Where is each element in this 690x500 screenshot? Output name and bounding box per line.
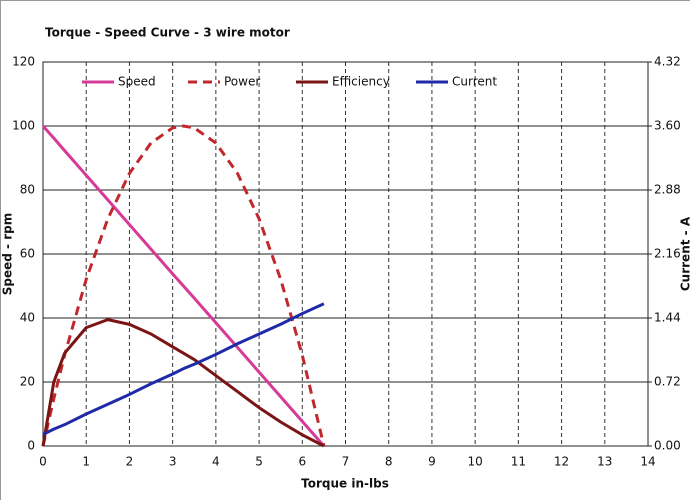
y2-tick-label: 0.00 [654, 439, 681, 453]
x-tick-label: 14 [640, 455, 655, 469]
x-tick-label: 13 [597, 455, 612, 469]
legend-label: Efficiency [332, 75, 390, 89]
x-tick-label: 5 [255, 455, 263, 469]
series-line [41, 124, 326, 447]
x-tick-label: 4 [212, 455, 220, 469]
x-tick-label: 9 [428, 455, 436, 469]
x-tick-label: 1 [82, 455, 90, 469]
x-tick-label: 2 [126, 455, 134, 469]
y2-tick-label: 0.72 [654, 375, 681, 389]
series-line [41, 318, 325, 448]
x-tick-label: 10 [468, 455, 483, 469]
y2-tick-label: 2.16 [654, 247, 681, 261]
x-tick-label: 6 [298, 455, 306, 469]
legend-label: Current [452, 75, 497, 89]
legend-label: Speed [118, 75, 156, 89]
legend-label: Power [224, 75, 260, 89]
y-tick-label: 20 [20, 375, 35, 389]
x-tick-label: 7 [342, 455, 350, 469]
y-tick-label: 100 [12, 119, 35, 133]
x-tick-label: 12 [554, 455, 569, 469]
y2-axis-label: Current - A [679, 216, 690, 291]
y-tick-label: 0 [27, 439, 35, 453]
y-tick-label: 80 [20, 183, 35, 197]
y-tick-label: 120 [12, 55, 35, 69]
y2-tick-label: 2.88 [654, 183, 681, 197]
y2-tick-label: 4.32 [654, 55, 681, 69]
y-axis-label: Speed - rpm [1, 213, 15, 295]
series-line [42, 302, 325, 436]
y2-tick-label: 1.44 [654, 311, 681, 325]
x-tick-label: 3 [169, 455, 177, 469]
y-tick-label: 40 [20, 311, 35, 325]
y-tick-label: 60 [20, 247, 35, 261]
y2-tick-label: 3.60 [654, 119, 681, 133]
x-tick-label: 0 [39, 455, 47, 469]
series-line [41, 125, 326, 447]
plot-border [42, 61, 649, 447]
x-tick-label: 11 [511, 455, 526, 469]
chart-title: Torque - Speed Curve - 3 wire motor [45, 26, 290, 40]
x-tick-label: 8 [385, 455, 393, 469]
x-axis-label: Torque in-lbs [301, 477, 389, 491]
